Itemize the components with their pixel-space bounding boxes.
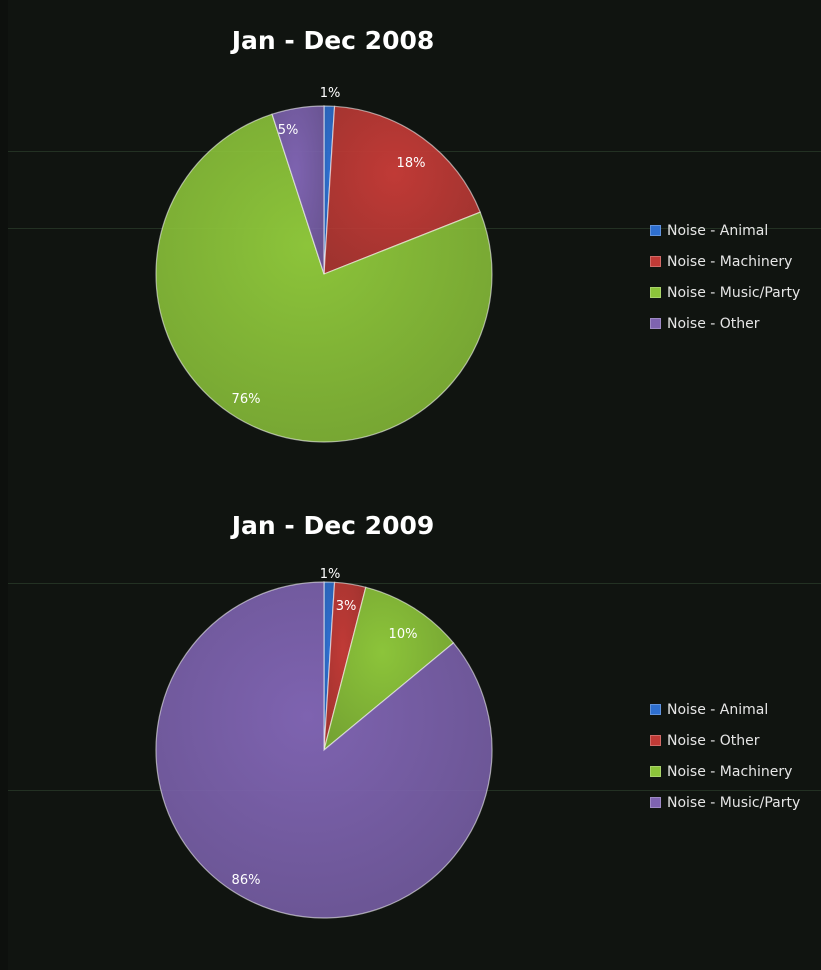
pie-chart-2008: 1% 18% 76% 5%	[155, 86, 493, 443]
legend-entry: Noise - Other	[650, 725, 800, 756]
legend-label: Noise - Machinery	[667, 253, 793, 270]
legend-entry: Noise - Music/Party	[650, 787, 800, 818]
legend-label: Noise - Animal	[667, 222, 769, 239]
legend-2008: Noise - Animal Noise - Machinery Noise - M…	[650, 215, 800, 339]
legend-entry: Noise - Machinery	[650, 756, 800, 787]
pie-slice-noise-other	[271, 105, 325, 275]
pie-slice-noise-machinery	[323, 105, 481, 275]
legend-swatch	[650, 704, 661, 715]
pie-slice-noise-music-party	[155, 581, 493, 919]
chart-title: Jan - Dec 2009	[231, 511, 435, 540]
legend-label: Noise - Music/Party	[667, 794, 801, 811]
legend-2009: Noise - Animal Noise - Other Noise - Machi…	[650, 694, 800, 818]
legend-swatch	[650, 797, 661, 808]
legend-label: Noise - Music/Party	[667, 284, 801, 301]
data-label: 86%	[232, 873, 261, 888]
data-label: 5%	[278, 123, 299, 138]
legend-swatch	[650, 225, 661, 236]
legend-swatch	[650, 318, 661, 329]
legend-entry: Noise - Music/Party	[650, 277, 800, 308]
data-label: 1%	[320, 567, 341, 582]
legend-entry: Noise - Machinery	[650, 246, 800, 277]
legend-swatch	[650, 256, 661, 267]
grid-line	[8, 583, 821, 584]
legend-label: Noise - Machinery	[667, 763, 793, 780]
legend-swatch	[650, 287, 661, 298]
data-label: 1%	[320, 86, 341, 101]
pie-slice-noise-machinery	[322, 586, 455, 752]
data-label: 76%	[232, 392, 261, 407]
legend-label: Noise - Other	[667, 732, 760, 749]
data-label: 3%	[336, 599, 357, 614]
legend-entry: Noise - Animal	[650, 694, 800, 725]
legend-label: Noise - Animal	[667, 701, 769, 718]
chart-2009-panel: Jan - Dec 2009 1% 3% 10% 86% Noise - Animal…	[8, 485, 821, 970]
legend-entry: Noise - Other	[650, 308, 800, 339]
pie-chart-2009: 1% 3% 10% 86%	[155, 567, 493, 919]
chart-2008-panel: Jan - Dec 2008 1% 18% 76% 5% Noise - Animal…	[8, 0, 821, 485]
legend-label: Noise - Other	[667, 315, 760, 332]
data-label: 18%	[397, 156, 426, 171]
legend-entry: Noise - Animal	[650, 215, 800, 246]
legend-swatch	[650, 766, 661, 777]
pie-slice-noise-music-party	[155, 113, 493, 443]
data-label: 10%	[389, 627, 418, 642]
chart-title: Jan - Dec 2008	[231, 26, 435, 55]
legend-swatch	[650, 735, 661, 746]
